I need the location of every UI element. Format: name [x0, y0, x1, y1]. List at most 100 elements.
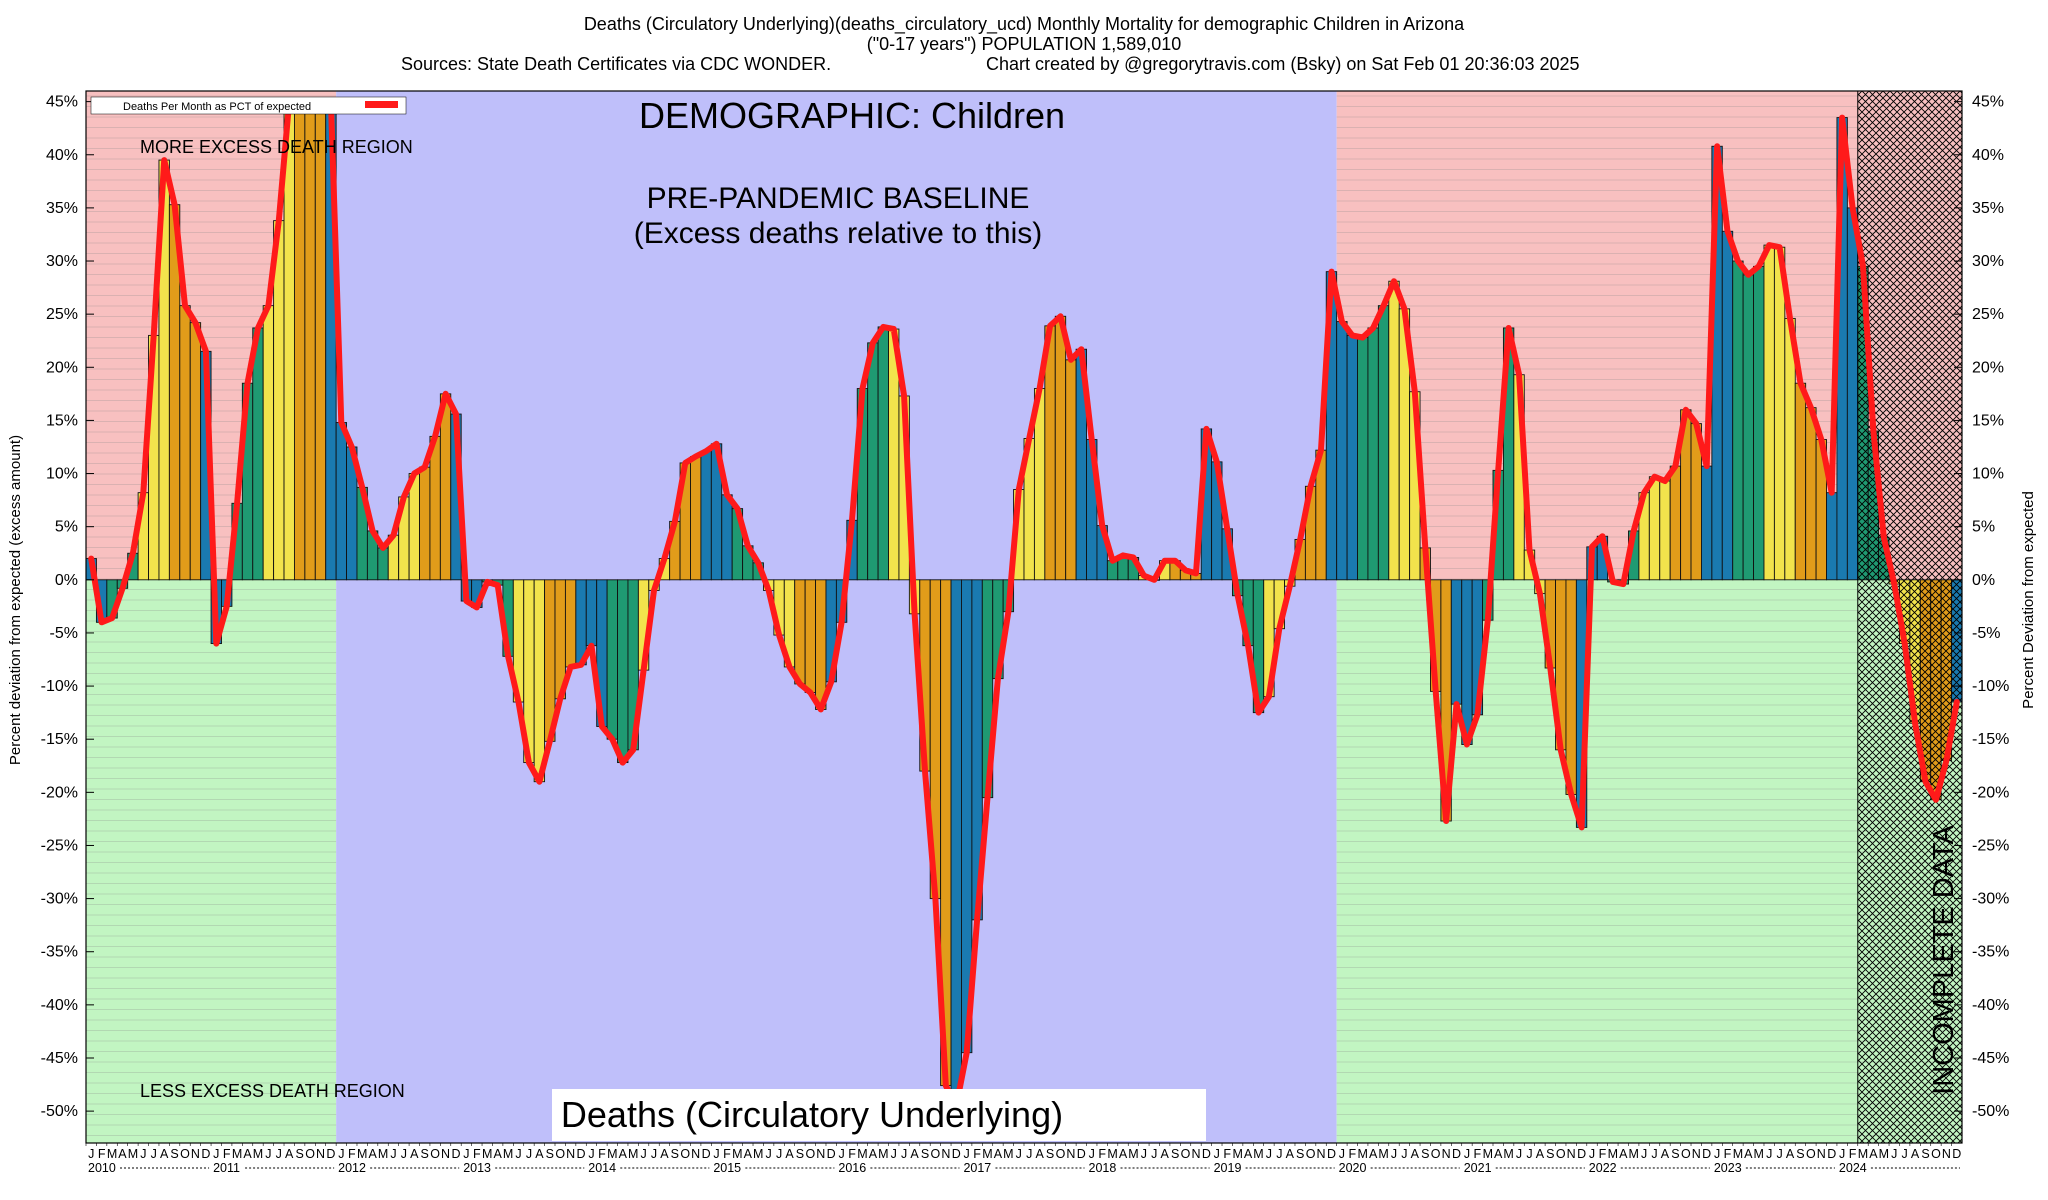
x-month-label: F — [1223, 1147, 1231, 1161]
bar — [1721, 230, 1734, 581]
x-month-label: N — [941, 1147, 950, 1161]
x-month-label: O — [805, 1147, 815, 1161]
x-month-label: F — [848, 1147, 856, 1161]
x-month-label: J — [901, 1147, 907, 1161]
x-month-label: J — [776, 1147, 782, 1161]
x-month-label: M — [1232, 1147, 1242, 1161]
y-tick-label: 40% — [46, 147, 78, 164]
x-month-label: N — [191, 1147, 200, 1161]
x-month-label: N — [1066, 1147, 1075, 1161]
x-month-label: J — [515, 1147, 521, 1161]
x-month-label: M — [1107, 1147, 1117, 1161]
y-tick-label: -15% — [41, 731, 78, 748]
x-month-label: M — [1378, 1147, 1388, 1161]
y-tick-label: 20% — [1972, 359, 2004, 376]
bar — [314, 101, 327, 581]
x-month-label: J — [1151, 1147, 1157, 1161]
x-month-label: J — [88, 1147, 94, 1161]
y-tick-label: 5% — [55, 519, 78, 536]
x-month-label: M — [857, 1147, 867, 1161]
x-month-label: A — [1119, 1147, 1128, 1161]
bar — [1367, 327, 1379, 581]
bar — [1648, 476, 1661, 581]
x-month-label: J — [463, 1147, 469, 1161]
x-month-label: S — [1421, 1147, 1429, 1161]
x-month-label: D — [1327, 1147, 1336, 1161]
x-month-label: S — [671, 1147, 679, 1161]
bar — [1773, 246, 1786, 581]
x-month-label: M — [1858, 1147, 1868, 1161]
x-month-label: J — [651, 1147, 657, 1161]
x-month-label: J — [401, 1147, 407, 1161]
x-year-label: 2021 — [1464, 1161, 1492, 1175]
x-month-label: A — [1244, 1147, 1253, 1161]
bar — [1826, 492, 1838, 581]
y-tick-label: 25% — [1972, 306, 2004, 323]
x-month-label: O — [305, 1147, 315, 1161]
bar — [815, 579, 827, 710]
x-month-label: A — [1744, 1147, 1753, 1161]
x-year-label: 2022 — [1589, 1161, 1617, 1175]
x-month-label: O — [1181, 1147, 1191, 1161]
x-month-label: M — [503, 1147, 513, 1161]
x-month-label: M — [232, 1147, 242, 1161]
x-month-label: F — [223, 1147, 231, 1161]
x-month-label: S — [1796, 1147, 1804, 1161]
x-month-label: A — [1411, 1147, 1420, 1161]
legend: Deaths Per Month as PCT of expected — [90, 96, 407, 115]
x-month-label: J — [766, 1147, 772, 1161]
x-month-label: F — [1599, 1147, 1607, 1161]
y-tick-label: 30% — [46, 253, 78, 270]
x-month-label: F — [473, 1147, 481, 1161]
x-month-label: M — [878, 1147, 888, 1161]
x-month-label: N — [816, 1147, 825, 1161]
more-excess-label: MORE EXCESS DEATH REGION — [140, 137, 413, 157]
x-month-label: D — [201, 1147, 210, 1161]
x-month-label: A — [535, 1147, 544, 1161]
x-month-label: J — [1276, 1147, 1282, 1161]
x-month-label: M — [378, 1147, 388, 1161]
x-month-label: M — [1608, 1147, 1618, 1161]
x-month-label: N — [566, 1147, 575, 1161]
bar — [867, 342, 879, 581]
bar — [1450, 579, 1463, 705]
bar — [1065, 359, 1077, 581]
x-month-label: S — [1921, 1147, 1929, 1161]
x-month-label: M — [732, 1147, 742, 1161]
x-month-label: M — [107, 1147, 117, 1161]
y-tick-label: -10% — [1972, 678, 2009, 695]
x-month-label: M — [1483, 1147, 1493, 1161]
y-tick-label: -25% — [1972, 837, 2009, 854]
x-month-label: J — [1214, 1147, 1220, 1161]
x-month-label: J — [1641, 1147, 1647, 1161]
x-month-label: J — [1776, 1147, 1782, 1161]
x-month-label: S — [1546, 1147, 1554, 1161]
legend-swatch — [365, 101, 398, 108]
incomplete-data-region — [1857, 90, 1963, 1144]
y-tick-label: -35% — [1972, 944, 2009, 961]
x-month-label: M — [1503, 1147, 1513, 1161]
x-month-label: N — [316, 1147, 325, 1161]
x-month-label: M — [607, 1147, 617, 1161]
chart-subtitle: ("0-17 years") POPULATION 1,589,010 — [867, 34, 1182, 54]
y-tick-label: -20% — [41, 784, 78, 801]
incomplete-data-label: INCOMPLETE DATA — [1928, 825, 1960, 1095]
x-month-label: A — [160, 1147, 169, 1161]
y-tick-label: 35% — [46, 200, 78, 217]
legend-box — [90, 96, 407, 115]
x-year-label: 2011 — [213, 1161, 240, 1175]
deficit-region-pre-baseline — [86, 579, 337, 1143]
x-year-label: 2018 — [1089, 1161, 1117, 1175]
y-tick-label: -5% — [1972, 625, 2000, 642]
y-tick-label: -45% — [1972, 1050, 2009, 1067]
x-month-label: M — [1879, 1147, 1889, 1161]
x-month-label: N — [1942, 1147, 1951, 1161]
x-month-label: M — [1733, 1147, 1743, 1161]
y-tick-label: -25% — [41, 837, 78, 854]
x-month-label: D — [952, 1147, 961, 1161]
x-month-label: J — [151, 1147, 157, 1161]
bar — [690, 456, 702, 581]
y-tick-label: 40% — [1972, 147, 2004, 164]
y-tick-label: 10% — [1972, 466, 2004, 483]
